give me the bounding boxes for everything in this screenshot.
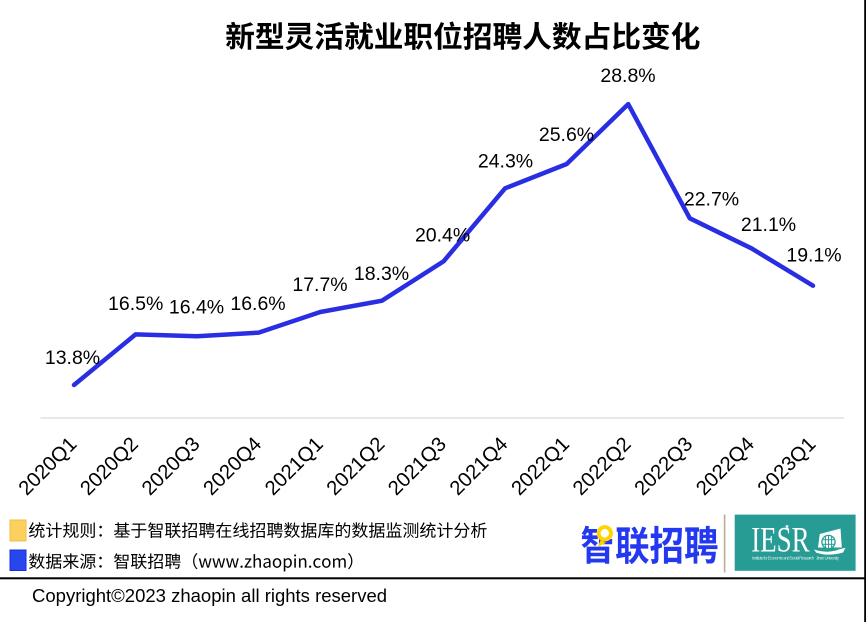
svg-text:21.1%: 21.1% (741, 214, 796, 236)
svg-text:Institute for Economic and Soc: Institute for Economic and Social Resear… (752, 556, 840, 561)
svg-text:Copyright©2023 zhaopin all rig: Copyright©2023 zhaopin all rights reserv… (32, 585, 387, 606)
svg-text:28.8%: 28.8% (600, 65, 655, 87)
svg-text:25.6%: 25.6% (539, 124, 594, 146)
svg-text:16.5%: 16.5% (108, 293, 163, 315)
svg-text:22.7%: 22.7% (684, 189, 739, 211)
svg-text:18.3%: 18.3% (354, 263, 409, 285)
svg-text:13.8%: 13.8% (45, 347, 100, 369)
svg-text:20.4%: 20.4% (415, 225, 470, 247)
svg-text:19.1%: 19.1% (786, 245, 841, 267)
svg-text:IESR: IESR (751, 520, 810, 560)
svg-text:16.6%: 16.6% (230, 293, 285, 315)
svg-text:16.4%: 16.4% (169, 297, 224, 319)
svg-text:17.7%: 17.7% (292, 274, 347, 296)
svg-text:24.3%: 24.3% (478, 151, 533, 173)
